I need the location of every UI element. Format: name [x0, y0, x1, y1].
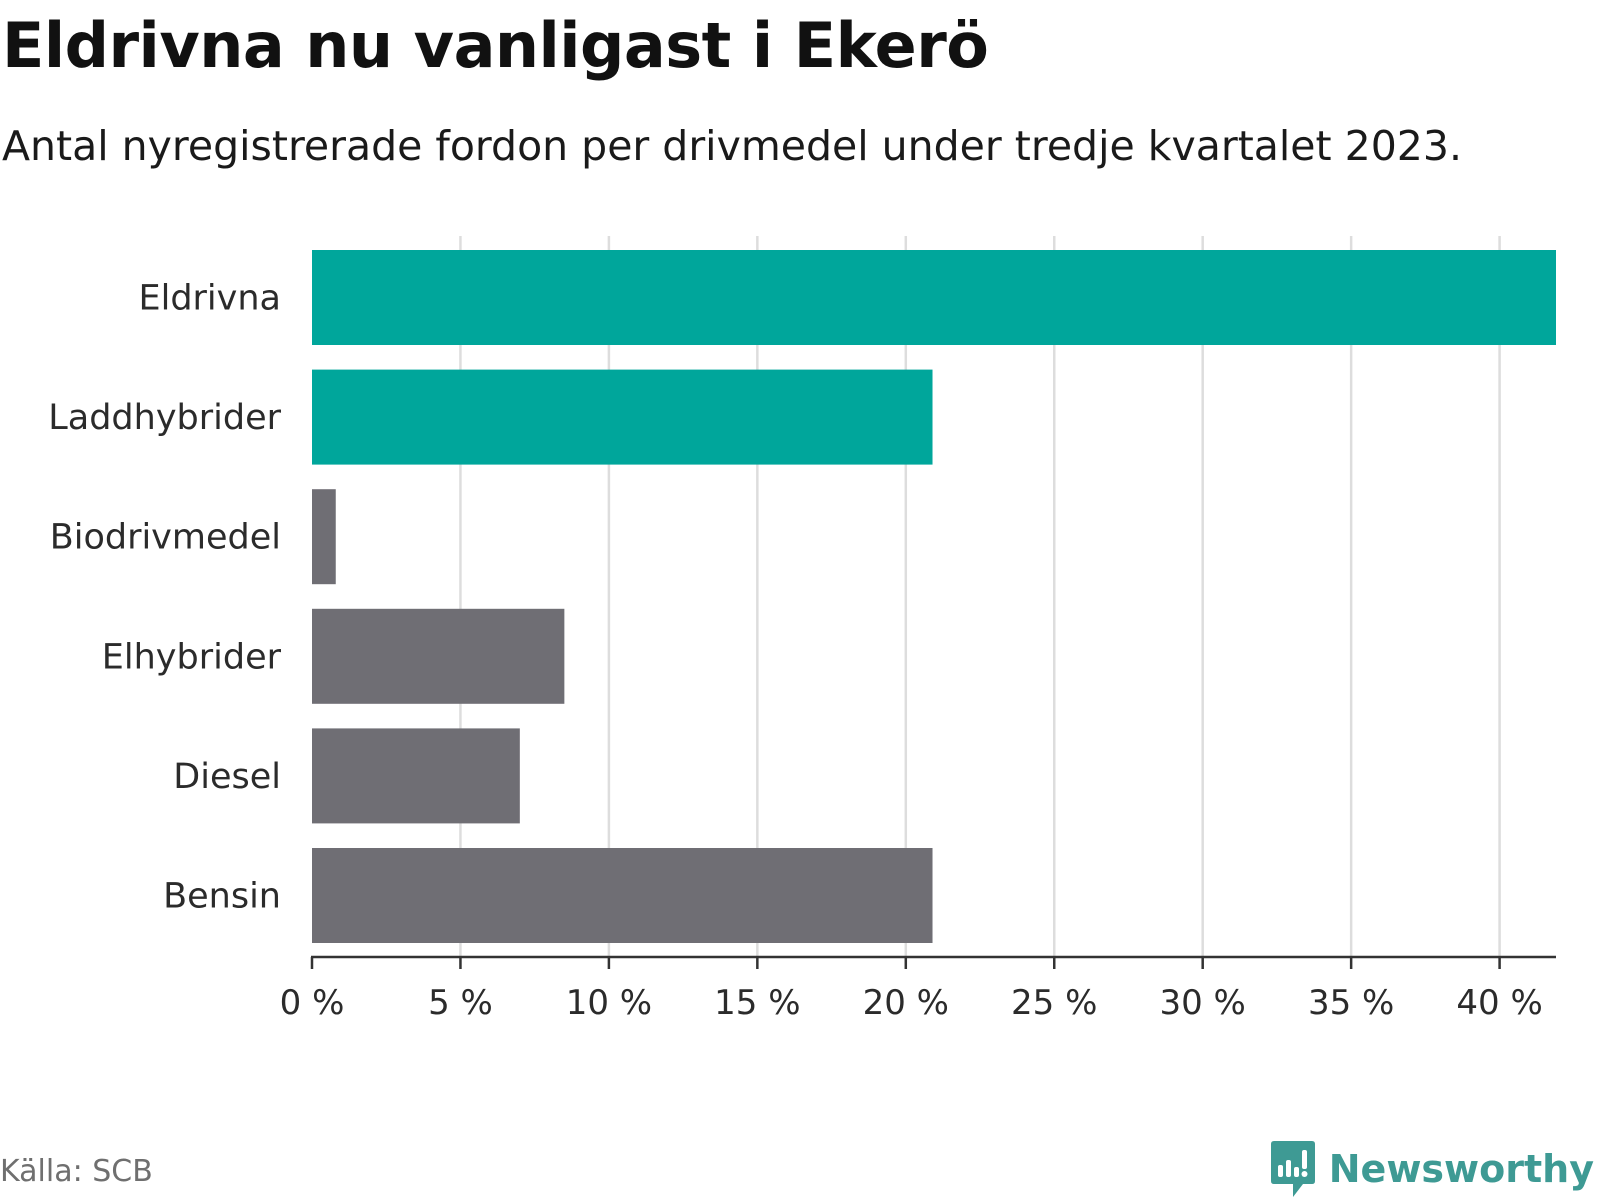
- x-tick-label: 25 %: [1011, 983, 1097, 1023]
- newsworthy-bar-chart-icon: [1270, 1141, 1315, 1197]
- x-tick-label: 5 %: [428, 983, 493, 1023]
- category-label: Diesel: [173, 757, 281, 797]
- x-tick-label: 10 %: [566, 983, 652, 1023]
- bar-bensin: [312, 848, 933, 943]
- bar-biodrivmedel: [312, 489, 336, 585]
- bar-laddhybrider: [312, 369, 933, 465]
- bar-elhybrider: [312, 608, 565, 704]
- x-tick-label: 15 %: [714, 983, 800, 1023]
- x-tick-label: 35 %: [1308, 983, 1394, 1023]
- category-label: Bensin: [163, 877, 281, 917]
- category-label: Biodrivmedel: [50, 518, 281, 558]
- category-label: Eldrivna: [138, 279, 281, 319]
- x-tick-label: 0 %: [280, 983, 345, 1023]
- bar-diesel: [312, 728, 520, 824]
- source-note: Källa: SCB: [0, 1154, 153, 1189]
- chart-subtitle: Antal nyregistrerade fordon per drivmede…: [2, 122, 1463, 170]
- x-axis: 0 % 5 % 10 % 15 % 20 % 25 % 30 % 35 % 40 %: [280, 955, 1556, 1023]
- category-label: Laddhybrider: [48, 398, 281, 438]
- bar-eldrivna: [312, 250, 1556, 345]
- category-label: Elhybrider: [102, 637, 282, 677]
- brand-name: Newsworthy: [1328, 1147, 1594, 1191]
- bars: [312, 250, 1556, 943]
- category-labels: Eldrivna Laddhybrider Biodrivmedel Elhybrid…: [48, 279, 281, 917]
- x-tick-label: 20 %: [863, 983, 949, 1023]
- x-tick-label: 40 %: [1456, 983, 1542, 1023]
- brand-logo: Newsworthy: [1269, 1138, 1594, 1200]
- x-tick-label: 30 %: [1159, 983, 1245, 1023]
- gridlines: [459, 236, 1501, 957]
- chart-title: Eldrivna nu vanligast i Ekerö: [2, 9, 989, 82]
